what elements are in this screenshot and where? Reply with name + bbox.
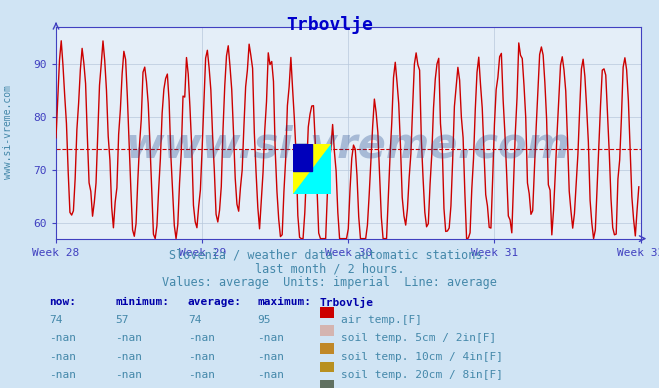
Text: www.si-vreme.com: www.si-vreme.com (126, 125, 571, 166)
Text: -nan: -nan (188, 370, 215, 380)
Polygon shape (293, 144, 331, 194)
Text: soil temp. 10cm / 4in[F]: soil temp. 10cm / 4in[F] (341, 352, 503, 362)
Text: -nan: -nan (49, 370, 76, 380)
Text: now:: now: (49, 297, 76, 307)
Text: air temp.[F]: air temp.[F] (341, 315, 422, 325)
Text: last month / 2 hours.: last month / 2 hours. (254, 262, 405, 275)
Polygon shape (293, 144, 331, 194)
Text: -nan: -nan (49, 333, 76, 343)
Text: www.si-vreme.com: www.si-vreme.com (3, 85, 13, 179)
Text: soil temp. 20cm / 8in[F]: soil temp. 20cm / 8in[F] (341, 370, 503, 380)
Polygon shape (293, 144, 312, 171)
Text: -nan: -nan (257, 370, 284, 380)
Text: -nan: -nan (188, 352, 215, 362)
Text: Trbovlje: Trbovlje (320, 297, 374, 308)
Text: -nan: -nan (115, 333, 142, 343)
Text: 57: 57 (115, 315, 129, 325)
Text: -nan: -nan (49, 352, 76, 362)
Text: Slovenia / weather data - automatic stations.: Slovenia / weather data - automatic stat… (169, 248, 490, 262)
Text: maximum:: maximum: (257, 297, 311, 307)
Text: -nan: -nan (257, 333, 284, 343)
Text: soil temp. 5cm / 2in[F]: soil temp. 5cm / 2in[F] (341, 333, 496, 343)
Text: -nan: -nan (115, 352, 142, 362)
Text: -nan: -nan (115, 370, 142, 380)
Text: -nan: -nan (257, 352, 284, 362)
Text: Trbovlje: Trbovlje (286, 16, 373, 34)
Text: 74: 74 (188, 315, 201, 325)
Text: minimum:: minimum: (115, 297, 169, 307)
Text: average:: average: (188, 297, 242, 307)
Text: 74: 74 (49, 315, 63, 325)
Text: -nan: -nan (188, 333, 215, 343)
Text: Values: average  Units: imperial  Line: average: Values: average Units: imperial Line: av… (162, 276, 497, 289)
Text: 95: 95 (257, 315, 270, 325)
